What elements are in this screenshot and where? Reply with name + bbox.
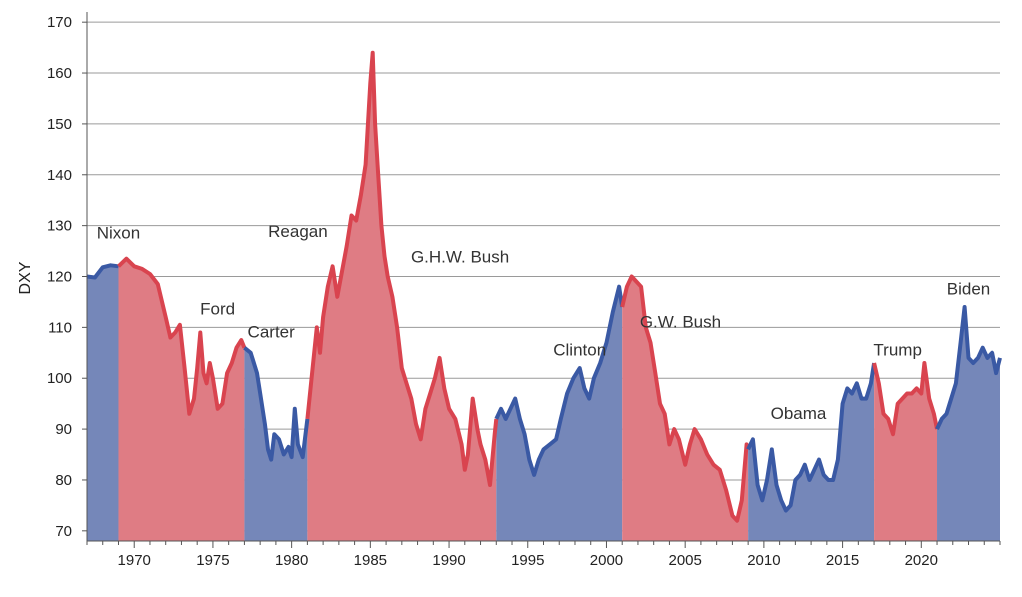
y-tick-label: 90	[55, 421, 72, 438]
line-reagan	[305, 50, 499, 487]
line-obama	[746, 362, 877, 513]
label-reagan: Reagan	[268, 222, 328, 241]
x-tick-label: 1980	[275, 552, 308, 569]
label-layer: Nixon Ford Carter Reagan G.H.W. Bush Clinton G…	[97, 222, 991, 423]
y-tick-label: 110	[48, 319, 72, 336]
label-biden: Biden	[947, 279, 990, 298]
label-carter: Carter	[248, 323, 296, 342]
y-tick-label: 130	[47, 218, 72, 235]
x-tick-label: 2015	[826, 552, 859, 569]
y-tick-label: 80	[55, 472, 72, 489]
line-trump	[872, 361, 939, 437]
area-nixon	[87, 265, 119, 541]
line-clinton	[494, 284, 625, 477]
y-tick-label: 100	[47, 370, 72, 387]
line-nixon	[86, 263, 119, 280]
y-tick-label: 140	[47, 167, 72, 184]
line-ford	[117, 256, 247, 416]
y-tick-label: 160	[47, 65, 72, 82]
area-ford	[118, 258, 245, 541]
x-tick-label: 2020	[905, 552, 938, 569]
x-tick-label: 1990	[432, 552, 465, 569]
label-obama: Obama	[771, 404, 827, 423]
y-tick-label: 120	[47, 269, 72, 286]
axis-layer: 70 80 90 100 110 120 130 140 150 160 170 1970 1975 19…	[47, 12, 1001, 569]
x-tick-label: 1975	[196, 552, 229, 569]
line-g-w-bush	[620, 274, 751, 523]
x-tick-label: 2005	[668, 552, 701, 569]
area-g-w-bush	[622, 276, 749, 541]
x-tick-label: 2010	[747, 552, 780, 569]
area-layer	[87, 52, 1000, 541]
area-clinton	[496, 286, 623, 541]
label-g-h-w-bush: G.H.W. Bush	[411, 247, 509, 266]
label-trump: Trump	[873, 340, 922, 359]
line-layer	[86, 50, 1002, 523]
area-trump	[874, 363, 938, 541]
x-tick-label: 1995	[511, 552, 544, 569]
label-g-w-bush: G.W. Bush	[640, 312, 721, 331]
label-ford: Ford	[200, 300, 235, 319]
y-tick-label: 70	[55, 523, 72, 540]
area-reagan	[307, 52, 497, 541]
area-biden	[937, 307, 1000, 541]
label-nixon: Nixon	[97, 223, 140, 242]
y-axis-title: DXY	[17, 261, 34, 294]
x-tick-label: 2000	[590, 552, 623, 569]
line-biden	[935, 305, 1002, 430]
label-clinton: Clinton	[553, 340, 606, 359]
x-tick-label: 1985	[354, 552, 387, 569]
x-tick-label: 1970	[118, 552, 151, 569]
y-tick-label: 170	[47, 14, 72, 31]
line-carter	[243, 346, 310, 462]
y-tick-label: 150	[47, 116, 72, 133]
